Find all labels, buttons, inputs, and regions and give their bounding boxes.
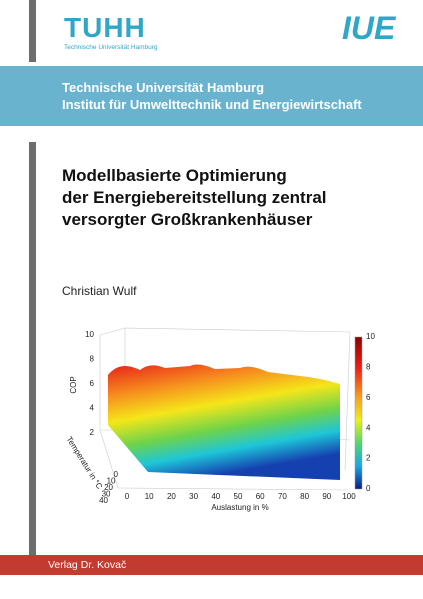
- logo-left: TUHH: [64, 12, 146, 43]
- x-tick-label: 10: [145, 492, 154, 501]
- y-tick-label: 40: [99, 496, 108, 505]
- logo-right: IUE: [342, 10, 396, 46]
- z-tick-label: 4: [90, 404, 95, 413]
- author: Christian Wulf: [62, 284, 137, 298]
- colorbar-tick-label: 2: [366, 454, 371, 463]
- publisher: Verlag Dr. Kovač: [48, 559, 127, 571]
- y-tick-label: 30: [102, 490, 111, 499]
- side-bar: [29, 0, 36, 62]
- side-bar: [29, 142, 36, 555]
- x-tick-label: 0: [125, 492, 130, 501]
- colorbar-tick-label: 4: [366, 423, 371, 432]
- x-tick-label: 80: [300, 492, 309, 501]
- banner-line: Institut für Umwelttechnik und Energiewi…: [62, 97, 362, 112]
- x-tick-label: 100: [342, 492, 356, 501]
- title: Modellbasierte Optimierung der Energiebe…: [62, 165, 327, 231]
- colorbar-tick-label: 0: [366, 484, 371, 493]
- title-line: der Energiebereitstellung zentral: [62, 188, 327, 207]
- y-tick-label: 10: [107, 477, 116, 486]
- x-tick-label: 90: [322, 492, 331, 501]
- surface: [108, 364, 340, 480]
- z-axis-label: COP: [69, 376, 78, 393]
- colorbar-tick-label: 8: [366, 363, 371, 372]
- x-tick-label: 50: [234, 492, 243, 501]
- z-tick-label: 10: [85, 330, 94, 339]
- x-axis-label: Auslastung in %: [211, 503, 268, 512]
- y-axis-label: Temperatur in °C: [65, 435, 105, 491]
- publisher-band: Verlag Dr. Kovač: [0, 555, 423, 575]
- colorbar-tick-label: 10: [366, 332, 375, 341]
- banner: Technische Universität Hamburg Institut …: [0, 66, 423, 126]
- y-tick-label: 0: [114, 470, 119, 479]
- x-tick-label: 20: [167, 492, 176, 501]
- x-tick-label: 70: [278, 492, 287, 501]
- banner-line: Technische Universität Hamburg: [62, 80, 265, 95]
- colorbar-tick-label: 6: [366, 393, 371, 402]
- x-tick-label: 30: [189, 492, 198, 501]
- logo-left-sub: Technische Universität Hamburg: [64, 44, 158, 51]
- y-tick-label: 20: [104, 483, 113, 492]
- colorbar: [354, 336, 363, 490]
- x-tick-label: 40: [211, 492, 220, 501]
- z-tick-label: 2: [90, 428, 95, 437]
- z-tick-label: 6: [90, 379, 95, 388]
- title-line: Modellbasierte Optimierung: [62, 166, 287, 185]
- z-tick-label: 8: [90, 355, 95, 364]
- x-tick-label: 60: [256, 492, 265, 501]
- title-line: versorgter Großkrankenhäuser: [62, 210, 313, 229]
